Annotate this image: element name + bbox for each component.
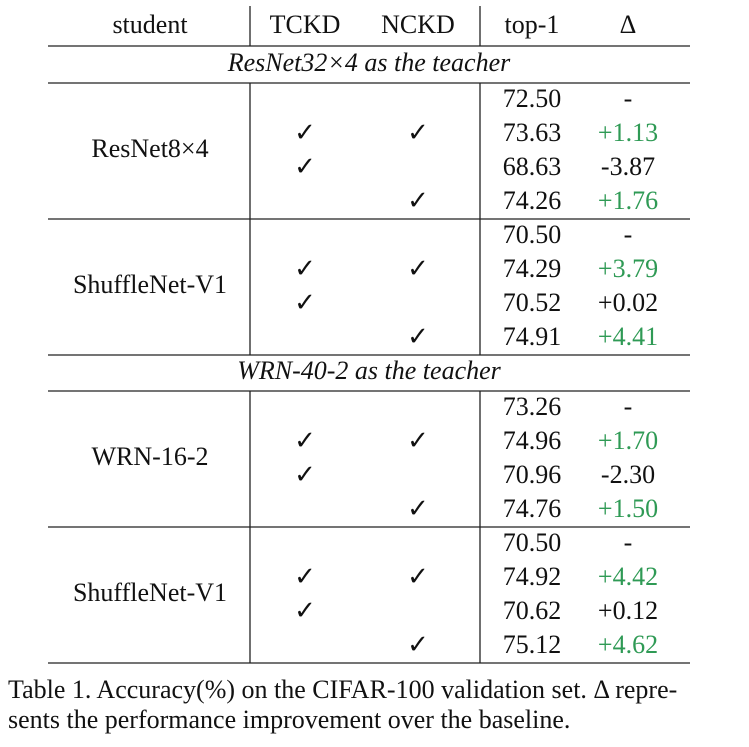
section-title: ResNet32×4 as the teacher [227, 48, 511, 77]
delta-cell: +0.12 [598, 596, 658, 625]
header-cell: NCKD [381, 10, 455, 39]
delta-cell: +1.13 [598, 118, 658, 147]
caption-line: sents the performance improvement over t… [8, 705, 570, 734]
top1-cell: 73.63 [503, 118, 562, 147]
check-mark: ✓ [407, 118, 429, 147]
check-mark: ✓ [294, 118, 316, 147]
delta-cell: -3.87 [601, 152, 655, 181]
student-cell: ShuffleNet-V1 [73, 270, 227, 299]
header-cell: top-1 [505, 10, 560, 39]
student-cell: ShuffleNet-V1 [73, 578, 227, 607]
check-mark: ✓ [407, 186, 429, 215]
top1-cell: 74.76 [503, 494, 562, 523]
check-mark: ✓ [294, 288, 316, 317]
header-cell: TCKD [270, 10, 341, 39]
delta-cell: +4.41 [598, 322, 658, 351]
delta-cell: +1.50 [598, 494, 658, 523]
delta-cell: +0.02 [598, 288, 658, 317]
section-title: WRN-40-2 as the teacher [237, 356, 501, 385]
student-cell: ResNet8×4 [91, 134, 208, 163]
check-mark: ✓ [407, 254, 429, 283]
check-mark: ✓ [294, 562, 316, 591]
delta-cell: - [624, 84, 633, 113]
check-mark: ✓ [407, 494, 429, 523]
delta-cell: +3.79 [598, 254, 658, 283]
delta-cell: +1.70 [598, 426, 658, 455]
check-mark: ✓ [407, 630, 429, 659]
top1-cell: 70.62 [503, 596, 562, 625]
student-cell: WRN-16-2 [92, 442, 209, 471]
top1-cell: 74.91 [503, 322, 562, 351]
delta-cell: +1.76 [598, 186, 658, 215]
top1-cell: 70.50 [503, 528, 562, 557]
check-mark: ✓ [407, 562, 429, 591]
top1-cell: 70.96 [503, 460, 562, 489]
check-mark: ✓ [294, 426, 316, 455]
check-mark: ✓ [294, 254, 316, 283]
delta-cell: -2.30 [601, 460, 655, 489]
check-mark: ✓ [294, 152, 316, 181]
top1-cell: 75.12 [503, 630, 562, 659]
top1-cell: 74.92 [503, 562, 562, 591]
delta-cell: +4.42 [598, 562, 658, 591]
header-cell: Δ [620, 10, 637, 39]
top1-cell: 73.26 [503, 392, 562, 421]
top1-cell: 68.63 [503, 152, 562, 181]
header-cell: student [112, 10, 188, 39]
top1-cell: 74.26 [503, 186, 562, 215]
check-mark: ✓ [407, 322, 429, 351]
check-mark: ✓ [407, 426, 429, 455]
top1-cell: 72.50 [503, 84, 562, 113]
check-mark: ✓ [294, 596, 316, 625]
top1-cell: 74.96 [503, 426, 562, 455]
delta-cell: - [624, 220, 633, 249]
top1-cell: 70.50 [503, 220, 562, 249]
caption-line: Table 1. Accuracy(%) on the CIFAR-100 va… [8, 675, 677, 704]
top1-cell: 74.29 [503, 254, 562, 283]
delta-cell: - [624, 528, 633, 557]
delta-cell: +4.62 [598, 630, 658, 659]
delta-cell: - [624, 392, 633, 421]
check-mark: ✓ [294, 460, 316, 489]
top1-cell: 70.52 [503, 288, 562, 317]
